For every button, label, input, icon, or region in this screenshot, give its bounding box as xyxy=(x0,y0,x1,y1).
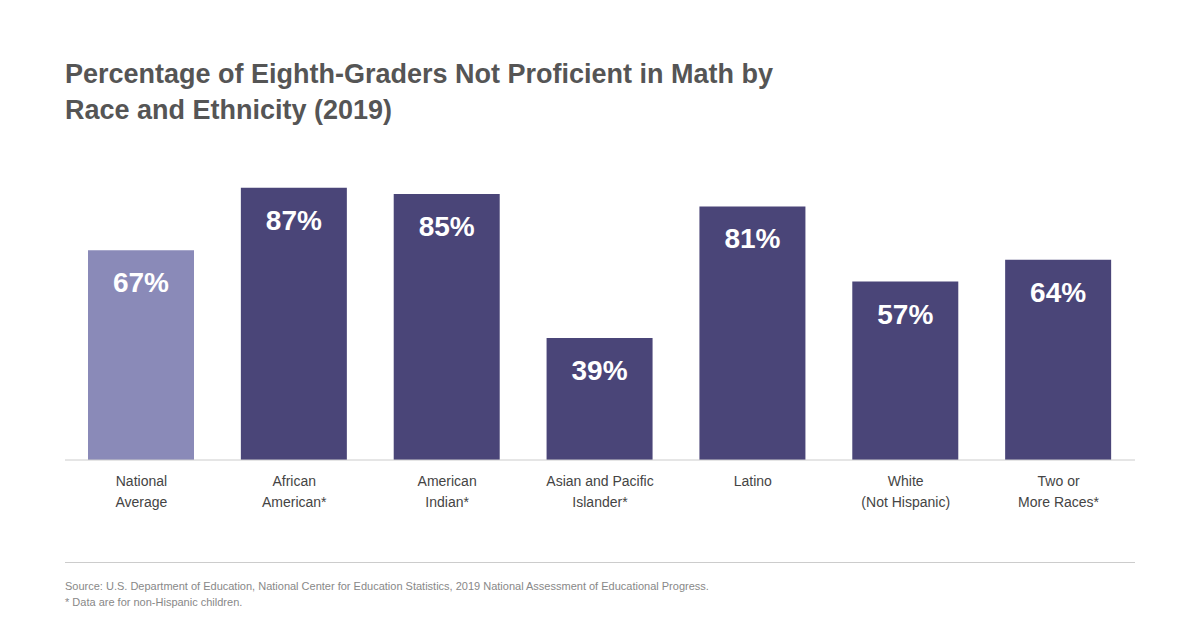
svg-text:85%: 85% xyxy=(419,211,475,242)
svg-text:American: American xyxy=(418,473,477,489)
svg-text:64%: 64% xyxy=(1030,277,1086,308)
svg-text:More Races*: More Races* xyxy=(1018,494,1099,510)
svg-text:Two or: Two or xyxy=(1038,473,1080,489)
svg-text:67%: 67% xyxy=(113,267,169,298)
html-text:* Data are for non-Hispanic ch: * Data are for non-Hispanic children. xyxy=(65,596,243,608)
svg-text:Latino: Latino xyxy=(734,473,772,489)
svg-text:Average: Average xyxy=(115,494,167,510)
html-text:Percentage of Eighth-Graders N: Percentage of Eighth-Graders Not Profici… xyxy=(65,59,774,89)
svg-text:Indian*: Indian* xyxy=(425,494,469,510)
svg-text:White: White xyxy=(888,473,924,489)
svg-text:National: National xyxy=(116,473,167,489)
svg-text:57%: 57% xyxy=(877,299,933,330)
html-text:Source: U.S. Department of Edu: Source: U.S. Department of Education, Na… xyxy=(65,580,709,592)
svg-text:Asian and Pacific: Asian and Pacific xyxy=(546,473,653,489)
svg-text:39%: 39% xyxy=(572,355,628,386)
svg-text:81%: 81% xyxy=(724,223,780,254)
svg-text:American*: American* xyxy=(262,494,327,510)
svg-text:African: African xyxy=(272,473,316,489)
svg-text:Islander*: Islander* xyxy=(572,494,628,510)
svg-text:87%: 87% xyxy=(266,205,322,236)
html-text:Race and Ethnicity (2019): Race and Ethnicity (2019) xyxy=(65,95,393,125)
svg-text:(Not Hispanic): (Not Hispanic) xyxy=(861,494,950,510)
